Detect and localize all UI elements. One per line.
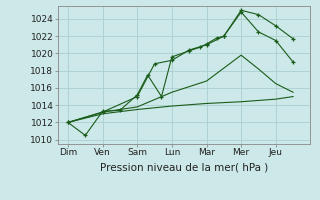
X-axis label: Pression niveau de la mer( hPa ): Pression niveau de la mer( hPa ) bbox=[100, 163, 268, 173]
